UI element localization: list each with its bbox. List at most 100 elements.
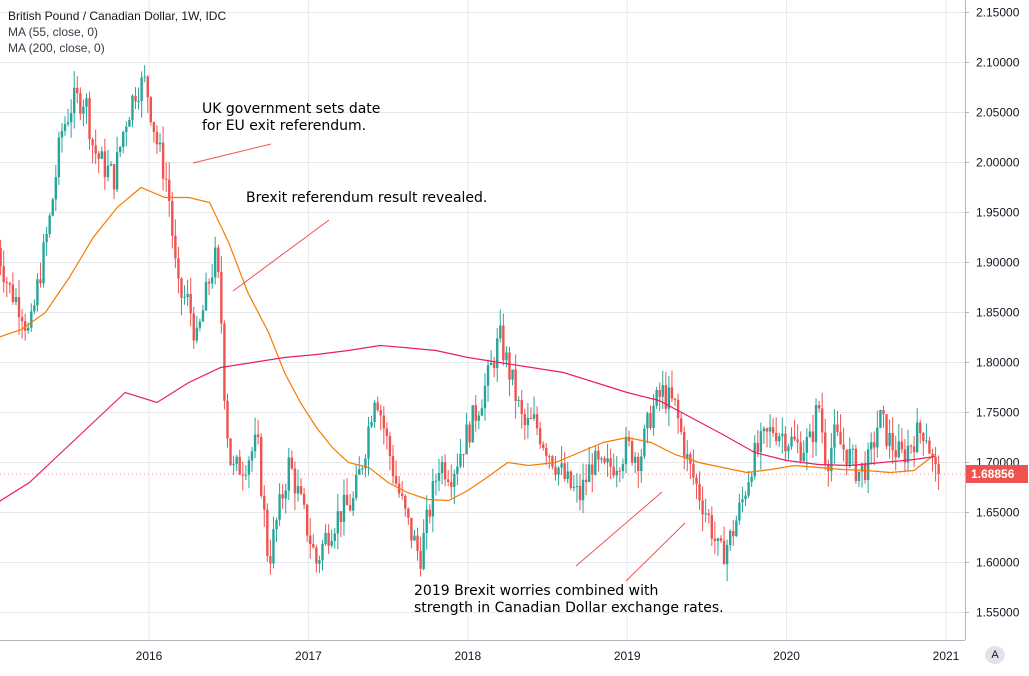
ma55-legend[interactable]: MA (55, close, 0) bbox=[8, 25, 99, 39]
candle-body bbox=[891, 433, 894, 451]
candle-body bbox=[388, 436, 392, 457]
candle-body bbox=[572, 486, 576, 488]
candle-body bbox=[379, 410, 382, 416]
price-tick-label: 1.65000 bbox=[976, 506, 1020, 520]
candle-body bbox=[774, 432, 778, 442]
candle-body bbox=[30, 311, 33, 328]
symbol-title[interactable]: British Pound / Canadian Dollar, 1W, IDC bbox=[8, 9, 227, 23]
candle-body bbox=[735, 520, 738, 537]
candle-body bbox=[367, 426, 370, 459]
candle-body bbox=[637, 456, 640, 472]
candle-body bbox=[164, 178, 168, 180]
candle-body bbox=[305, 504, 309, 536]
candle-body bbox=[716, 538, 720, 541]
candle-body bbox=[863, 463, 867, 481]
candle-body bbox=[649, 413, 652, 428]
candle-body bbox=[401, 493, 404, 497]
candle-body bbox=[824, 432, 827, 465]
candle-body bbox=[106, 165, 110, 178]
candle-body bbox=[210, 277, 214, 284]
candle-body bbox=[511, 369, 514, 380]
candle-body bbox=[459, 454, 462, 467]
candle-body bbox=[499, 325, 502, 339]
candle-body bbox=[278, 494, 281, 520]
candle-body bbox=[453, 473, 456, 487]
candle-body bbox=[615, 470, 618, 476]
candle-body bbox=[161, 142, 165, 179]
candle-body bbox=[857, 471, 861, 481]
candle-body bbox=[652, 405, 655, 428]
candle-body bbox=[578, 485, 582, 501]
candle-body bbox=[256, 434, 260, 438]
candle-body bbox=[925, 440, 928, 442]
candle-body bbox=[440, 462, 444, 474]
candle-body bbox=[69, 113, 73, 123]
candle-body bbox=[741, 499, 744, 503]
candle-body bbox=[79, 93, 82, 114]
candle-body bbox=[879, 410, 882, 428]
candle-body bbox=[20, 317, 24, 322]
candle-body bbox=[787, 446, 790, 452]
price-tick-label: 1.75000 bbox=[976, 406, 1020, 420]
candle-body bbox=[425, 509, 428, 534]
candle-body bbox=[223, 323, 226, 401]
candle-body bbox=[808, 431, 812, 438]
candle-body bbox=[591, 464, 594, 475]
candle-body bbox=[201, 310, 205, 322]
candle-body bbox=[284, 490, 287, 499]
candle-body bbox=[180, 278, 183, 298]
candle-body bbox=[830, 447, 833, 472]
candle-body bbox=[802, 452, 805, 462]
candle-body bbox=[66, 122, 70, 125]
candle-body bbox=[339, 511, 343, 523]
candle-body bbox=[11, 284, 15, 302]
candle-body bbox=[140, 77, 143, 102]
candle-body bbox=[517, 399, 520, 401]
candle-body bbox=[882, 410, 885, 415]
candle-body bbox=[805, 437, 809, 453]
auto-scale-button[interactable]: A bbox=[985, 646, 1005, 664]
candle-body bbox=[51, 199, 54, 216]
candle-body bbox=[477, 415, 481, 421]
annotation-referendum-result: Brexit referendum result revealed. bbox=[246, 190, 487, 207]
annotation-referendum-date: UK government sets date for EU exit refe… bbox=[202, 101, 380, 135]
candle-body bbox=[695, 477, 698, 484]
candle-body bbox=[112, 164, 116, 190]
candle-body bbox=[704, 513, 707, 515]
candle-body bbox=[315, 547, 318, 564]
candle-body bbox=[259, 437, 263, 496]
candle-body bbox=[318, 559, 321, 564]
price-tick-label: 1.95000 bbox=[976, 206, 1020, 220]
candle-body bbox=[630, 441, 634, 463]
candle-body bbox=[725, 544, 729, 565]
candle-body bbox=[814, 405, 818, 443]
candle-body bbox=[244, 474, 248, 476]
candle-body bbox=[551, 456, 554, 467]
candle-body bbox=[17, 297, 21, 318]
candle-body bbox=[250, 451, 254, 461]
candle-body bbox=[413, 535, 416, 541]
candle-body bbox=[486, 365, 490, 386]
candle-body bbox=[566, 471, 569, 479]
candle-body bbox=[8, 283, 12, 285]
candle-body bbox=[842, 444, 845, 450]
candle-body bbox=[873, 442, 876, 448]
ma200-legend[interactable]: MA (200, close, 0) bbox=[8, 41, 105, 55]
candle-body bbox=[532, 414, 536, 419]
candle-body bbox=[523, 413, 527, 426]
candle-body bbox=[450, 481, 453, 487]
candle-body bbox=[376, 402, 379, 411]
candle-body bbox=[664, 385, 668, 409]
candle-body bbox=[5, 282, 8, 284]
candle-body bbox=[692, 463, 695, 478]
candle-body bbox=[860, 463, 864, 472]
candle-body bbox=[778, 436, 781, 442]
candle-body bbox=[756, 442, 759, 453]
price-tick-label: 1.60000 bbox=[976, 556, 1020, 570]
time-tick-label: 2019 bbox=[614, 649, 641, 663]
candle-body bbox=[784, 433, 787, 452]
ma200-line bbox=[0, 344, 935, 502]
candle-body bbox=[683, 431, 686, 458]
